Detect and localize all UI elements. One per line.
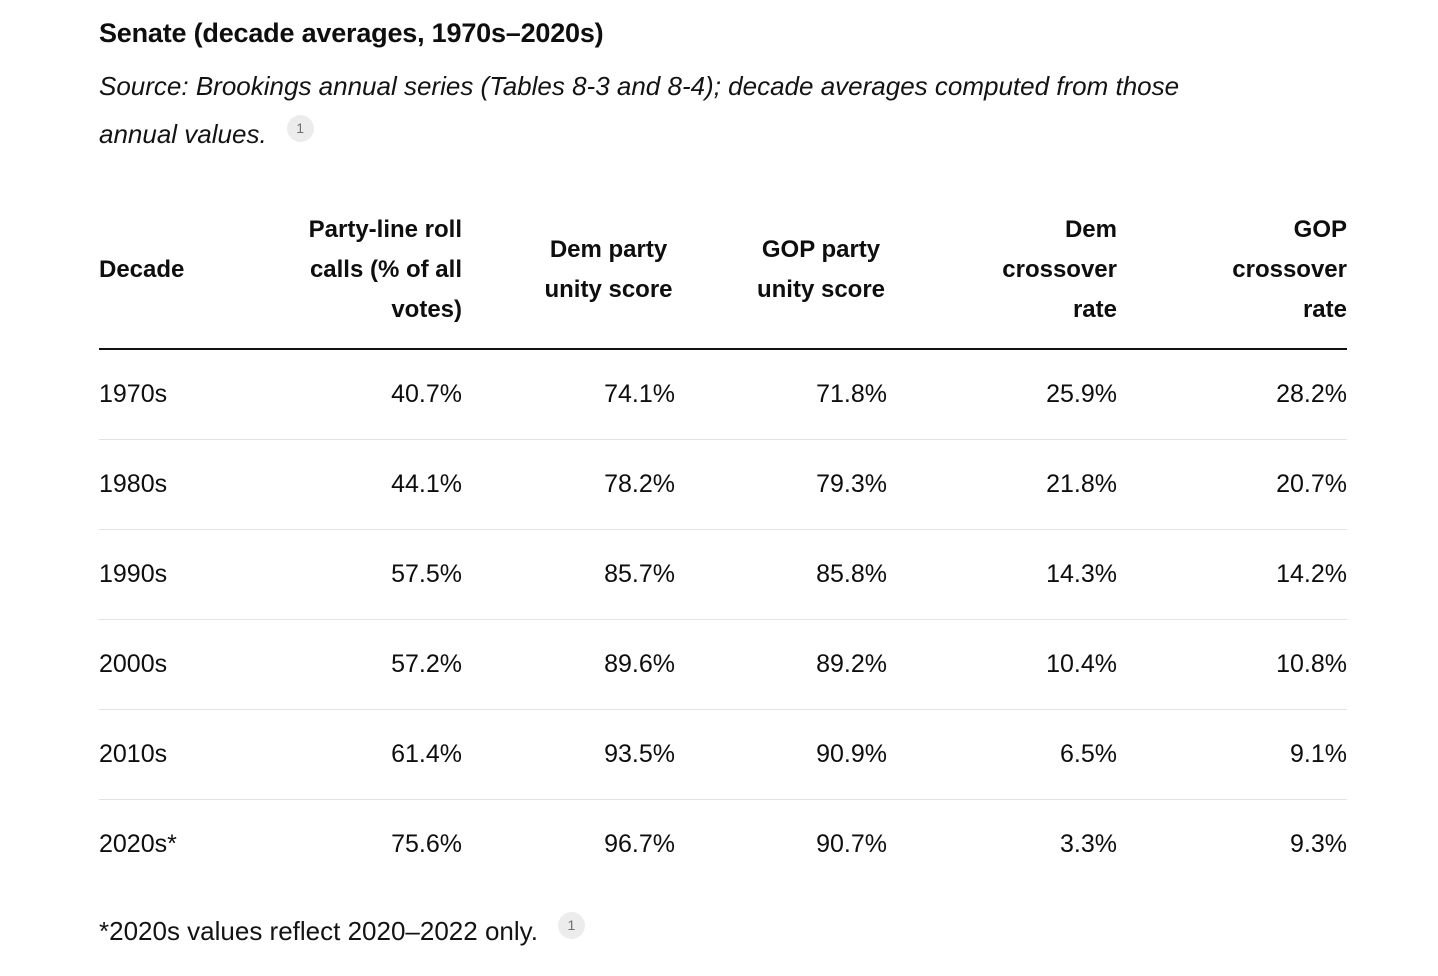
value-cell: 78.2% bbox=[462, 438, 675, 529]
value-cell: 25.9% bbox=[1046, 379, 1117, 408]
value-cell: 89.6% bbox=[462, 618, 675, 709]
table-row: 2020s* 75.6% 96.7% 90.7% 3.3% 9.3% bbox=[99, 798, 1347, 889]
value-cell: 20.7% bbox=[1117, 438, 1347, 529]
table-row: 1970s 40.7% 74.1% 71.8% 25.9% 28.2% bbox=[99, 349, 1347, 439]
decade-cell: 1980s bbox=[99, 438, 279, 529]
footnote-text: *2020s values reflect 2020–2022 only. bbox=[99, 916, 538, 946]
footnote: *2020s values reflect 2020–2022 only. 1 bbox=[99, 911, 1359, 951]
column-header-decade: Decade bbox=[99, 194, 279, 350]
value-cell: 89.2% bbox=[675, 618, 887, 709]
column-header-party-line-roll-calls: Party-line roll calls (% of all votes) bbox=[279, 194, 462, 350]
decade-cell: 2000s bbox=[99, 618, 279, 709]
value-cell: 75.6% bbox=[279, 798, 462, 889]
value-cell: 14.2% bbox=[1117, 528, 1347, 619]
value-cell: 3.3% bbox=[887, 798, 1117, 889]
data-table: Decade Party-line roll calls (% of all v… bbox=[99, 194, 1347, 889]
value-cell: 85.7% bbox=[462, 528, 675, 619]
decade-cell: 2020s* bbox=[99, 798, 279, 889]
value-cell: 74.1% bbox=[604, 379, 675, 408]
citation-badge[interactable]: 1 bbox=[557, 911, 585, 939]
column-header-dem-party-unity-score: Dem party unity score bbox=[462, 194, 675, 350]
value-cell: 10.8% bbox=[1117, 618, 1347, 709]
source-note: Source: Brookings annual series (Tables … bbox=[99, 62, 1359, 158]
value-cell: 93.5% bbox=[462, 708, 675, 799]
table-row: 1980s 44.1% 78.2% 79.3% 21.8% 20.7% bbox=[99, 438, 1347, 529]
column-header-gop-party-unity-score: GOP party unity score bbox=[675, 194, 887, 350]
citation-badge[interactable]: 1 bbox=[286, 114, 314, 142]
value-cell: 9.3% bbox=[1117, 798, 1347, 889]
value-cell: 57.5% bbox=[279, 528, 462, 619]
value-cell: 61.4% bbox=[279, 708, 462, 799]
value-cell: 10.4% bbox=[887, 618, 1117, 709]
document: Senate (decade averages, 1970s–2020s) So… bbox=[99, 16, 1359, 951]
value-cell: 90.7% bbox=[675, 798, 887, 889]
column-header-dem-crossover-rate: Dem crossover rate bbox=[887, 194, 1117, 350]
value-cell: 28.2% bbox=[1276, 379, 1347, 408]
value-cell: 79.3% bbox=[675, 438, 887, 529]
source-note-text: Source: Brookings annual series (Tables … bbox=[99, 71, 1180, 149]
value-cell: 90.9% bbox=[675, 708, 887, 799]
table-row: 2010s 61.4% 93.5% 90.9% 6.5% 9.1% bbox=[99, 708, 1347, 799]
value-cell: 14.3% bbox=[887, 528, 1117, 619]
decade-cell: 2010s bbox=[99, 708, 279, 799]
column-header-gop-crossover-rate: GOP crossover rate bbox=[1117, 194, 1347, 350]
table-row: 1990s 57.5% 85.7% 85.8% 14.3% 14.2% bbox=[99, 528, 1347, 619]
value-cell: 9.1% bbox=[1117, 708, 1347, 799]
value-cell: 21.8% bbox=[887, 438, 1117, 529]
value-cell: 40.7% bbox=[391, 379, 462, 408]
table-row: 2000s 57.2% 89.6% 89.2% 10.4% 10.8% bbox=[99, 618, 1347, 709]
value-cell: 85.8% bbox=[675, 528, 887, 619]
decade-cell: 1970s bbox=[99, 379, 168, 408]
page-title: Senate (decade averages, 1970s–2020s) bbox=[99, 18, 604, 48]
table-body: 1970s 40.7% 74.1% 71.8% 25.9% 28.2% 1980s 44.1%… bbox=[99, 349, 1347, 889]
decade-cell: 1990s bbox=[99, 528, 279, 619]
value-cell: 71.8% bbox=[816, 379, 887, 408]
table-header-row: Decade Party-line roll calls (% of all v… bbox=[99, 194, 1347, 350]
value-cell: 57.2% bbox=[279, 618, 462, 709]
value-cell: 96.7% bbox=[462, 798, 675, 889]
value-cell: 44.1% bbox=[279, 438, 462, 529]
value-cell: 6.5% bbox=[887, 708, 1117, 799]
